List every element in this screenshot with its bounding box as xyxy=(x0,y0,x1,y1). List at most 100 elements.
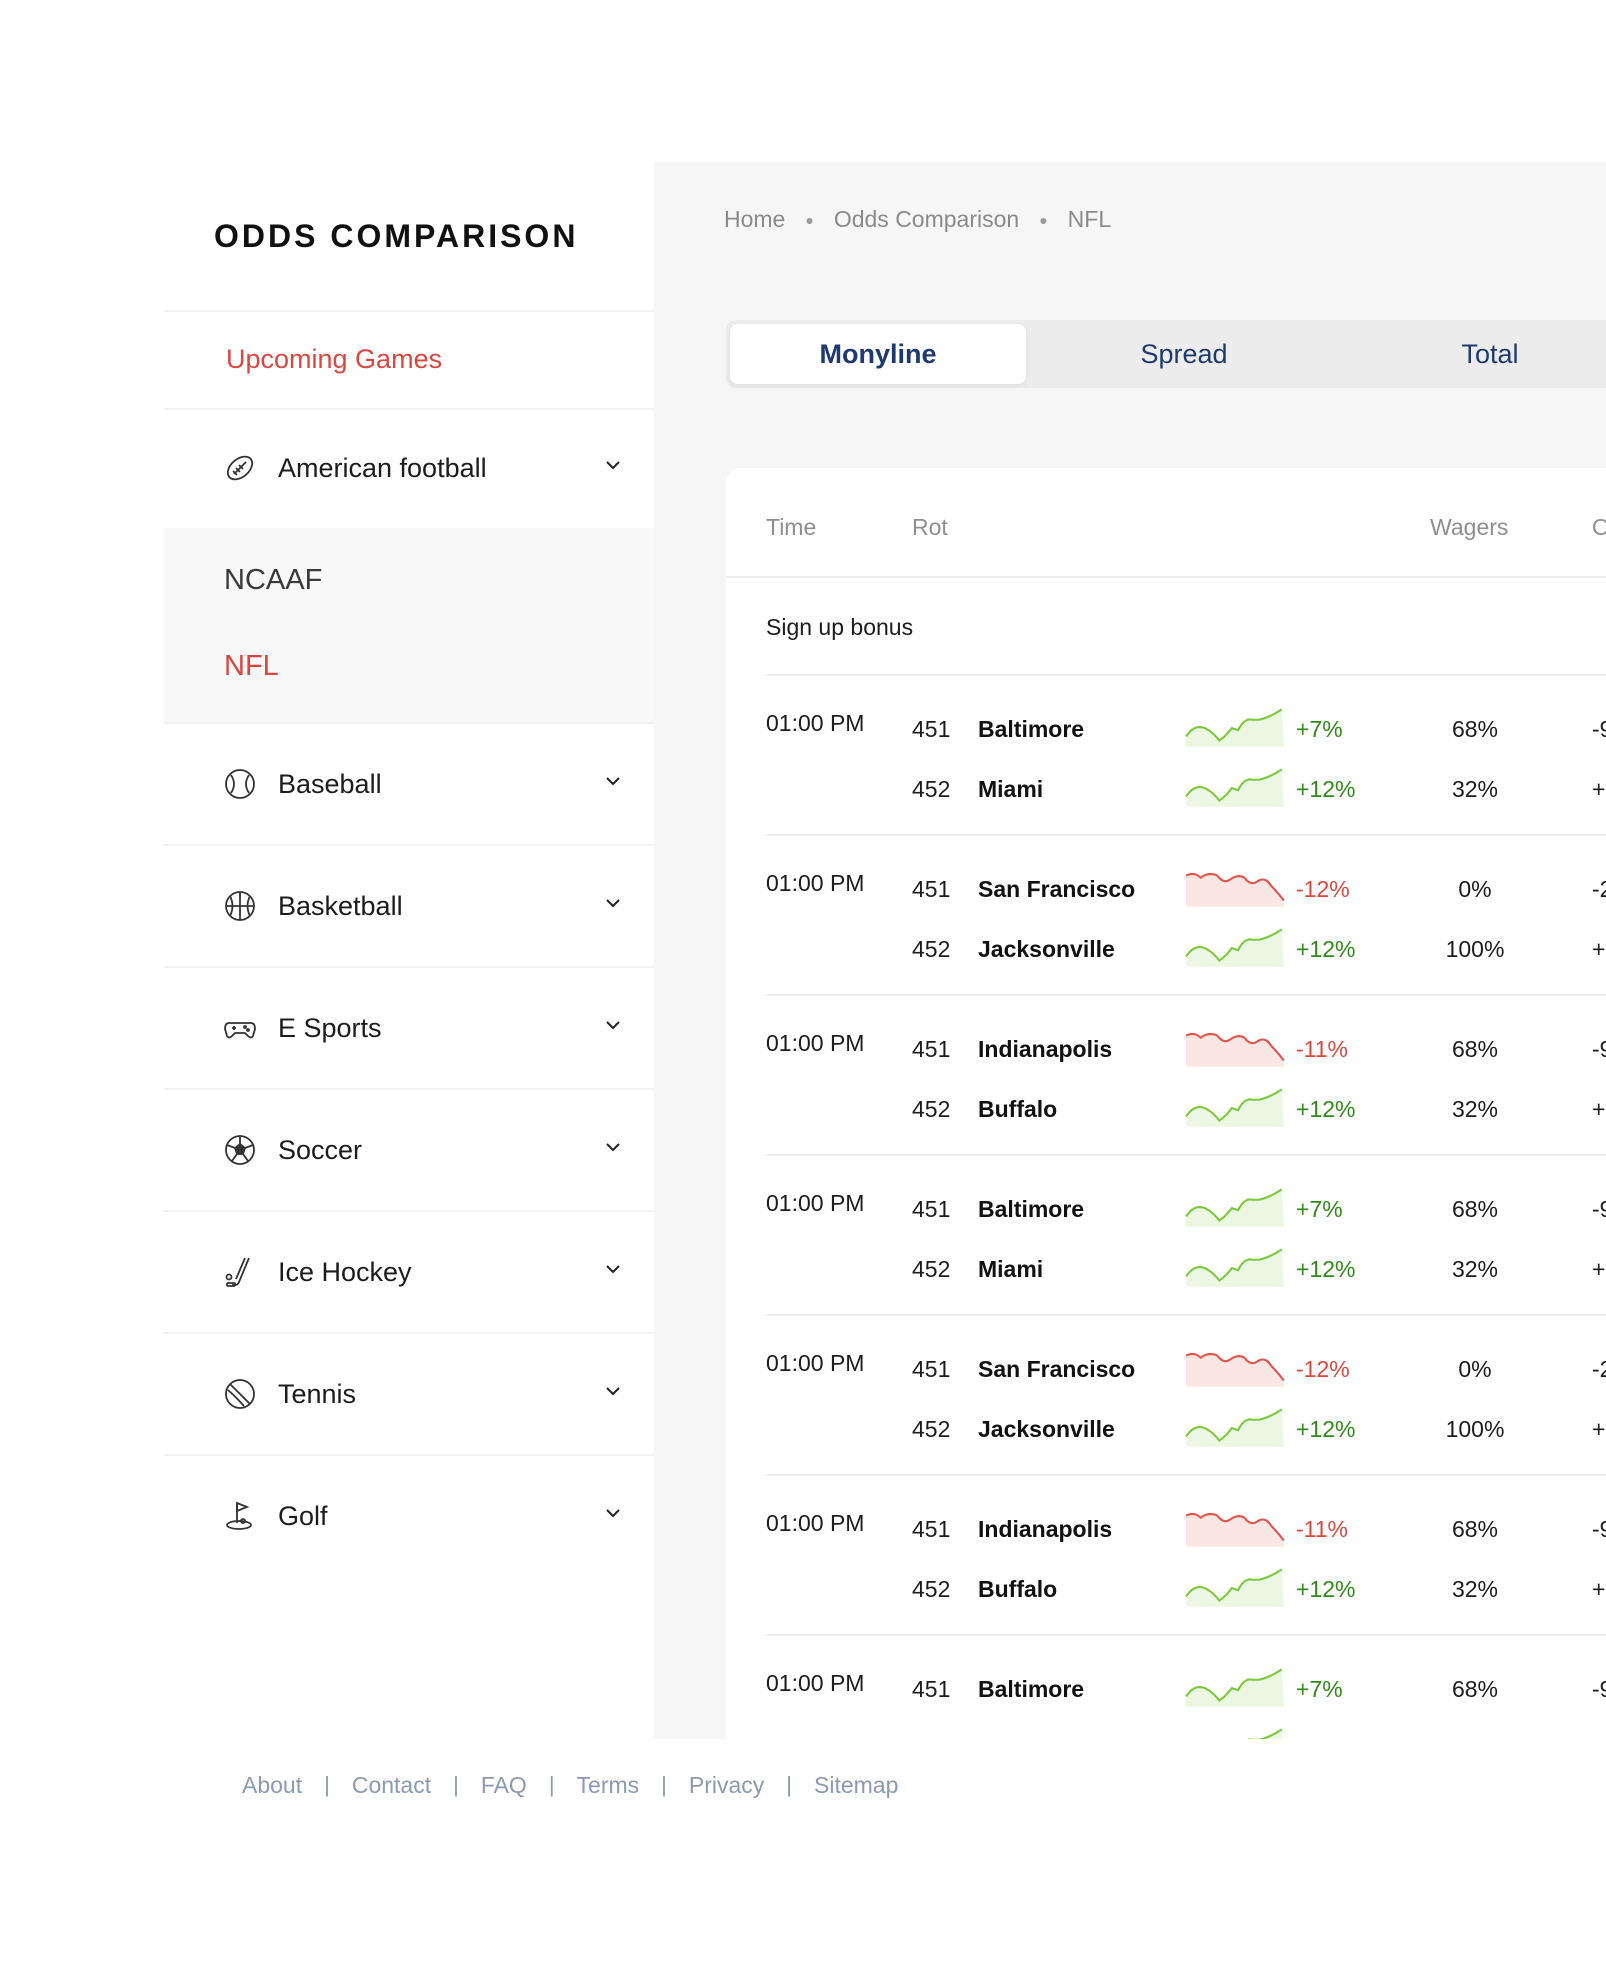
rot-number: 452 xyxy=(912,1416,951,1442)
divider xyxy=(164,1088,654,1090)
game-row[interactable]: 01:00 PM 451 San Francisco -12% 0% -2 452 Jacks… xyxy=(726,836,1606,996)
team-name: Baltimore xyxy=(978,1196,1085,1222)
footer-link-about[interactable]: About xyxy=(242,1771,303,1798)
line-change: +12% xyxy=(1296,936,1356,962)
odds-value: +9 xyxy=(1592,776,1606,802)
subcategory-ncaaf[interactable]: NCAAF xyxy=(224,564,323,596)
wagers-percent: 100% xyxy=(1445,936,1505,962)
line-change: -11% xyxy=(1296,1036,1348,1062)
team-row[interactable]: 452 Miami +12% 32% +9 xyxy=(726,768,1606,810)
odds-value: +2 xyxy=(1592,936,1606,962)
game-row[interactable]: 01:00 PM 451 Indianapolis -11% 68% -9 452 Buffa… xyxy=(726,996,1606,1156)
sidebar-item-e-sports[interactable]: E Sports xyxy=(164,968,654,1088)
line-change: +12% xyxy=(1296,1256,1356,1282)
section-title: Sign up bonus xyxy=(766,614,914,640)
trend-up-sparkline xyxy=(1185,1088,1284,1127)
team-name: Indianapolis xyxy=(978,1516,1113,1542)
wagers-percent: 32% xyxy=(1451,1256,1499,1282)
chevron-down-icon xyxy=(606,461,620,470)
column-header-rot: Rot xyxy=(912,514,948,540)
team-row[interactable]: 451 San Francisco -12% 0% -2 xyxy=(726,870,1606,910)
breadcrumb-separator: ● xyxy=(1039,211,1048,228)
footer-separator: | xyxy=(661,1772,667,1797)
divider xyxy=(766,994,1606,996)
rot-number: 452 xyxy=(912,1576,951,1602)
upcoming-games-link[interactable]: Upcoming Games xyxy=(226,343,443,374)
divider xyxy=(164,1454,654,1456)
wagers-percent: 68% xyxy=(1451,716,1499,742)
rot-number: 452 xyxy=(912,1256,951,1282)
breadcrumb-home[interactable]: Home xyxy=(724,206,786,232)
team-row[interactable]: 451 San Francisco -12% 0% -2 xyxy=(726,1350,1606,1390)
team-row[interactable]: 452 Jacksonville +12% 100% +2 xyxy=(726,1408,1606,1450)
odds-value: +9 xyxy=(1592,1256,1606,1282)
divider xyxy=(766,674,1606,676)
team-row[interactable]: 451 Indianapolis -11% 68% -9 xyxy=(726,1030,1606,1070)
sidebar-item-label: Golf xyxy=(278,1500,328,1531)
sidebar-item-american-football[interactable]: American football xyxy=(164,408,654,528)
wagers-percent: 68% xyxy=(1451,1196,1499,1222)
tennis-ball-icon xyxy=(222,1376,258,1412)
sidebar-item-basketball[interactable]: Basketball xyxy=(164,846,654,966)
subcategory-panel: NCAAF NFL xyxy=(164,528,654,722)
game-row[interactable]: 01:00 PM 451 Indianapolis -11% 68% -9 452 Buffa… xyxy=(726,1476,1606,1636)
chevron-down-icon xyxy=(606,1265,620,1274)
tab-monyline[interactable]: Monyline xyxy=(730,324,1026,384)
game-row[interactable]: 01:00 PM 451 Baltimore +7% 68% -9 452 Miami +12%… xyxy=(726,1156,1606,1316)
trend-down-sparkline xyxy=(1185,1352,1285,1387)
sidebar-item-baseball[interactable]: Baseball xyxy=(164,724,654,844)
column-header-wagers: Wagers xyxy=(1430,514,1509,540)
team-name: San Francisco xyxy=(978,876,1136,902)
game-row[interactable]: 01:00 PM 451 Baltimore +7% 68% -9 452 Miami +12%… xyxy=(726,676,1606,836)
trend-up-sparkline xyxy=(1185,928,1284,967)
divider xyxy=(164,1332,654,1334)
sidebar-item-soccer[interactable]: Soccer xyxy=(164,1090,654,1210)
team-row[interactable]: 451 Baltimore +7% 68% -9 xyxy=(726,1188,1606,1230)
team-row[interactable]: 452 Buffalo +12% 32% +9 xyxy=(726,1568,1606,1610)
sidebar-item-tennis[interactable]: Tennis xyxy=(164,1334,654,1454)
sidebar-item-label: E Sports xyxy=(278,1012,382,1043)
game-row[interactable]: 01:00 PM 451 Baltimore +7% 68% -9 452 Miami +12%… xyxy=(726,1636,1606,1739)
subcategory-nfl[interactable]: NFL xyxy=(224,650,279,682)
wagers-percent: 0% xyxy=(1458,876,1492,902)
team-row[interactable]: 452 Jacksonville +12% 100% +2 xyxy=(726,928,1606,970)
rot-number: 451 xyxy=(912,716,951,742)
team-row[interactable]: 451 Indianapolis -11% 68% -9 xyxy=(726,1510,1606,1550)
odds-value: -9 xyxy=(1592,1036,1606,1062)
chevron-down-icon xyxy=(606,1509,620,1518)
footer-link-terms[interactable]: Terms xyxy=(576,1771,640,1798)
wagers-percent: 68% xyxy=(1451,1036,1499,1062)
trend-up-sparkline xyxy=(1247,1728,1283,1739)
wagers-percent: 68% xyxy=(1451,1516,1499,1542)
footer-separator: | xyxy=(786,1772,793,1797)
divider xyxy=(164,722,654,724)
hockey-stick-icon xyxy=(222,1254,258,1290)
tab-spread[interactable]: Spread xyxy=(1140,338,1228,369)
trend-up-sparkline xyxy=(1185,708,1284,747)
trend-up-sparkline xyxy=(1185,1568,1284,1607)
footer-link-privacy[interactable]: Privacy xyxy=(688,1771,765,1798)
sidebar-item-golf[interactable]: Golf xyxy=(164,1456,654,1576)
divider xyxy=(766,1314,1606,1316)
chevron-down-icon xyxy=(606,1143,620,1152)
footer-link-contact[interactable]: Contact xyxy=(351,1771,432,1798)
footer-link-faq[interactable]: FAQ xyxy=(480,1771,527,1798)
footer-link-sitemap[interactable]: Sitemap xyxy=(814,1771,899,1798)
tab-total[interactable]: Total xyxy=(1461,338,1519,369)
team-name: Buffalo xyxy=(978,1576,1058,1602)
team-row[interactable]: 452 Buffalo +12% 32% +9 xyxy=(726,1088,1606,1130)
team-row[interactable]: 452 Miami +12% 32% +9 xyxy=(726,1728,1606,1739)
wagers-percent: 32% xyxy=(1451,1576,1499,1602)
odds-table: Time Rot Wagers O Sign up bonus 01:00 PM… xyxy=(726,468,1606,1739)
team-row[interactable]: 451 Baltimore +7% 68% -9 xyxy=(726,1668,1606,1710)
sidebar: ODDS COMPARISON Upcoming Games American … xyxy=(164,162,654,1739)
rot-number: 451 xyxy=(912,1676,951,1702)
breadcrumb-odds-comparison[interactable]: Odds Comparison xyxy=(833,206,1020,232)
game-row[interactable]: 01:00 PM 451 San Francisco -12% 0% -2 452 Jacks… xyxy=(726,1316,1606,1476)
team-row[interactable]: 451 Baltimore +7% 68% -9 xyxy=(726,708,1606,750)
game-time: 01:00 PM xyxy=(766,1190,865,1216)
odds-value: +9 xyxy=(1592,1736,1606,1739)
odds-value: -2 xyxy=(1592,1356,1606,1382)
sidebar-item-ice-hockey[interactable]: Ice Hockey xyxy=(164,1212,654,1332)
team-row[interactable]: 452 Miami +12% 32% +9 xyxy=(726,1248,1606,1290)
